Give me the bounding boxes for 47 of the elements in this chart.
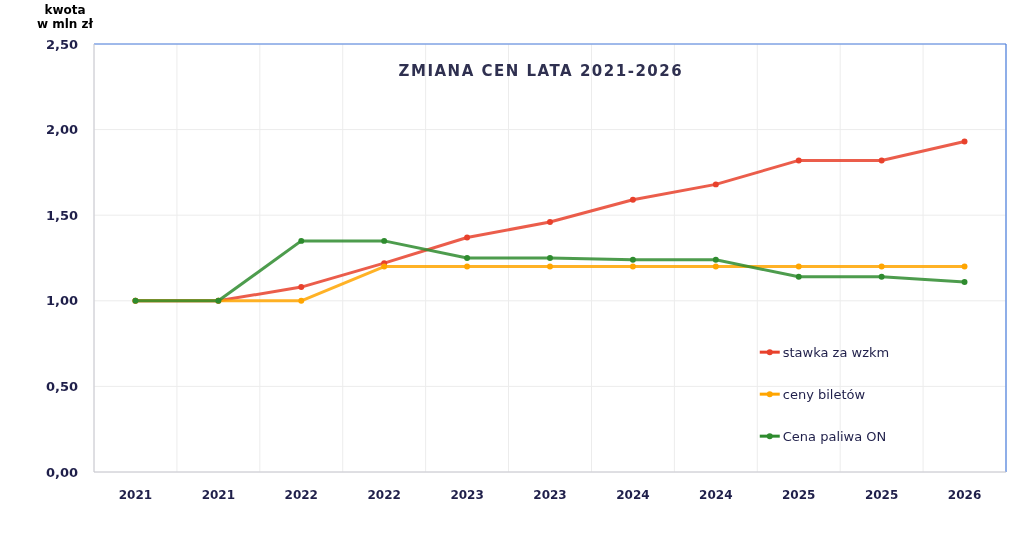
point xyxy=(712,181,719,188)
point xyxy=(381,237,388,244)
point xyxy=(961,278,968,285)
y-tick-label: 1,00 xyxy=(45,293,78,309)
point xyxy=(298,297,305,304)
y-axis-title: kwota w mln zł xyxy=(36,3,94,32)
x-tick-label: 2022 xyxy=(284,488,318,502)
point xyxy=(878,157,885,164)
point xyxy=(795,263,802,270)
x-tick-label: 2025 xyxy=(864,488,899,502)
y-tick-label: 2,50 xyxy=(45,36,78,52)
y-tick-label: 0,00 xyxy=(45,464,78,480)
x-tick-label: 2025 xyxy=(782,488,816,502)
point xyxy=(961,138,968,145)
legend-label: ceny biletów xyxy=(782,386,866,402)
point xyxy=(464,234,471,241)
point xyxy=(298,284,305,291)
point xyxy=(961,263,968,270)
x-tick-label: 2021 xyxy=(201,488,236,502)
legend-label: Cena paliwa ON xyxy=(782,428,887,444)
x-tick-label: 2024 xyxy=(699,488,733,502)
y-tick-label: 2,00 xyxy=(45,122,78,138)
x-tick-label: 2026 xyxy=(947,488,982,502)
point xyxy=(712,256,719,263)
point xyxy=(795,273,802,280)
y-tick-label: 0,50 xyxy=(45,378,78,394)
x-tick-label: 2021 xyxy=(118,488,153,502)
y-tick-label: 1,50 xyxy=(45,207,78,223)
point xyxy=(629,263,636,270)
point xyxy=(464,255,471,261)
point xyxy=(547,255,553,261)
point xyxy=(629,256,636,263)
text: ZMIANA CEN LATA 2021-2026 xyxy=(398,62,684,80)
point xyxy=(795,157,802,164)
point xyxy=(298,237,305,244)
legend-label: stawka za wzkm xyxy=(782,344,890,360)
x-tick-label: 2022 xyxy=(367,488,401,502)
point xyxy=(878,273,885,280)
point xyxy=(547,219,553,226)
x-tick-label: 2023 xyxy=(450,488,484,502)
point xyxy=(712,263,719,270)
x-tick-label: 2023 xyxy=(533,488,567,502)
point xyxy=(547,263,553,270)
point xyxy=(629,196,636,203)
point xyxy=(878,263,885,270)
point xyxy=(464,263,471,270)
x-tick-label: 2024 xyxy=(616,488,650,502)
